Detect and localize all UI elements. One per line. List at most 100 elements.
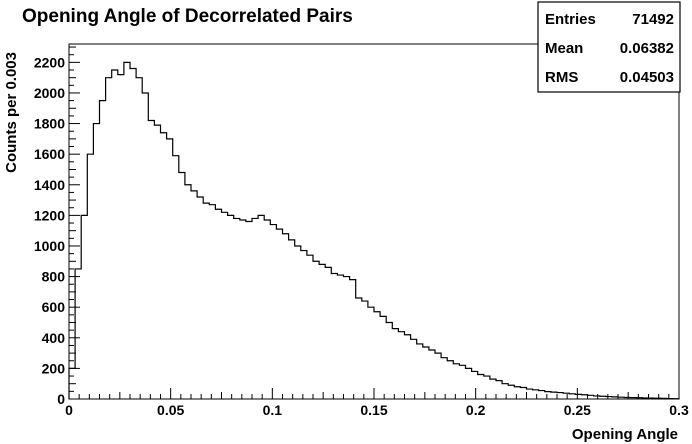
histogram-bin [203, 203, 209, 399]
histogram-bin [545, 392, 551, 399]
x-tick-label: 0.2 [466, 402, 486, 418]
histogram-bin [161, 133, 167, 399]
histogram-bin [81, 215, 87, 399]
histogram-bin [154, 125, 160, 399]
histogram-bin [234, 218, 240, 399]
stats-mean-label: Mean [545, 40, 583, 57]
stats-entries-value: 71492 [632, 11, 674, 28]
histogram-bin [533, 390, 539, 399]
histogram-bin [563, 393, 569, 399]
histogram-bin [191, 191, 197, 399]
histogram-bin [569, 394, 575, 399]
stats-rms-value: 0.04503 [620, 69, 674, 86]
y-tick-label: 1200 [34, 207, 65, 223]
histogram-bin [514, 387, 520, 399]
histogram-bin [392, 329, 398, 399]
histogram-bin [575, 394, 581, 399]
y-tick-label: 1400 [34, 177, 65, 193]
histogram-bin [179, 173, 185, 399]
histogram-bin [417, 344, 423, 399]
histogram-bin [136, 78, 142, 399]
histogram-bin [301, 251, 307, 399]
histogram-bin [441, 358, 447, 399]
histogram-bin [374, 312, 380, 399]
histogram-bin [87, 154, 93, 399]
y-tick-label: 1000 [34, 238, 65, 254]
stats-box-frame [537, 1, 681, 93]
y-tick-label: 0 [57, 391, 65, 407]
histogram-bin [100, 101, 106, 399]
histogram-bin [222, 212, 228, 399]
histogram-bin [252, 218, 258, 399]
histogram-bin [527, 389, 533, 399]
histogram-bin [362, 301, 368, 399]
x-axis-title: Opening Angle [572, 426, 678, 443]
histogram-bin [337, 275, 343, 399]
stats-mean-value: 0.06382 [620, 40, 674, 57]
histogram-bin [240, 220, 246, 399]
histogram-bin [124, 62, 130, 399]
histogram-bin [142, 93, 148, 399]
histogram-bin [380, 316, 386, 399]
histogram-bin [429, 350, 435, 399]
histogram-bin [356, 298, 362, 399]
histogram-bin [557, 393, 563, 399]
histogram-bin [283, 234, 289, 399]
histogram-bin [106, 78, 112, 399]
x-tick-label: 0.15 [360, 402, 387, 418]
histogram-bin [112, 70, 118, 399]
y-tick-label: 600 [42, 299, 66, 315]
histogram-bin [167, 139, 173, 399]
x-tick-label: 0.05 [157, 402, 184, 418]
histogram-bin [386, 322, 392, 399]
histogram-bin [209, 205, 215, 399]
histogram-bin [405, 335, 411, 399]
histogram-bin [551, 392, 557, 399]
histogram-bin [331, 274, 337, 399]
histogram-bin [313, 261, 319, 399]
histogram-bins [69, 62, 679, 399]
y-tick-label: 400 [42, 330, 66, 346]
x-tick-label: 0.1 [263, 402, 283, 418]
plot-frame [68, 43, 680, 400]
y-tick-label: 800 [42, 269, 66, 285]
x-axis: 0 0.05 0.1 0.15 0.2 0.25 0.3 [65, 388, 689, 418]
histogram-bin [453, 364, 459, 399]
histogram-bin [289, 240, 295, 399]
x-tick-label: 0.25 [564, 402, 591, 418]
histogram-bin [270, 225, 276, 399]
histogram-bin [368, 307, 374, 399]
histogram-bin [490, 379, 496, 399]
y-tick-label: 2200 [34, 54, 65, 70]
histogram-bin [258, 215, 264, 399]
histogram-bin [264, 220, 270, 399]
histogram-bin [508, 385, 514, 399]
histogram-bin [484, 376, 490, 399]
histogram-bin [459, 365, 465, 399]
histogram-bin [118, 75, 124, 399]
histogram-bin [350, 280, 356, 399]
x-tick-label: 0 [65, 402, 73, 418]
histogram-bin [344, 277, 350, 399]
histogram-bin [435, 353, 441, 399]
histogram-bin [520, 388, 526, 399]
histogram-bin [325, 267, 331, 399]
histogram-bin [447, 361, 453, 399]
stats-box: Entries 71492 Mean 0.06382 RMS 0.04503 [537, 1, 681, 93]
chart-title: Opening Angle of Decorrelated Pairs [22, 6, 353, 27]
histogram-bin [130, 68, 136, 399]
y-tick-label: 2000 [34, 85, 65, 101]
histogram-bin [228, 215, 234, 399]
histogram-bin [93, 124, 99, 399]
histogram-bin [581, 395, 587, 399]
histogram-bin [276, 229, 282, 399]
histogram-outline [68, 61, 680, 400]
histogram-bin [307, 255, 313, 399]
stats-rms-label: RMS [545, 69, 578, 86]
histogram-bin [148, 121, 154, 399]
histogram-bin [295, 246, 301, 399]
histogram-bin [197, 197, 203, 399]
histogram-bin [246, 222, 252, 400]
histogram-bin [502, 384, 508, 399]
